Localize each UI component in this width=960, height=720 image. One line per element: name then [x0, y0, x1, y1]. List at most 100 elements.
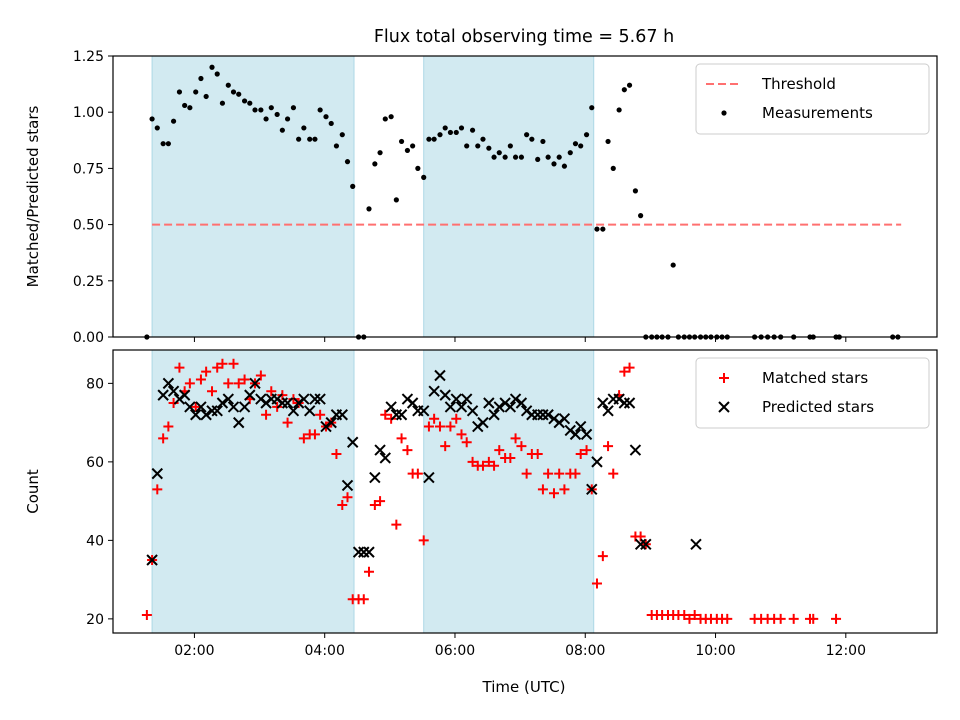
y-tick-label: 1.25 — [73, 49, 104, 65]
data-point — [423, 421, 434, 432]
data-point — [529, 136, 535, 142]
data-point — [281, 397, 294, 409]
data-point — [366, 206, 372, 212]
data-point — [670, 262, 676, 268]
data-point — [600, 226, 606, 232]
legend-box — [695, 63, 930, 135]
data-point — [266, 386, 277, 397]
data-point — [255, 370, 266, 381]
data-point — [831, 613, 842, 624]
data-point — [336, 409, 348, 421]
data-point — [583, 132, 590, 138]
data-point — [493, 401, 505, 413]
data-point — [558, 412, 571, 425]
data-point — [363, 566, 374, 577]
data-point — [455, 401, 468, 413]
data-point — [456, 429, 467, 440]
data-point — [216, 397, 229, 409]
data-point — [638, 213, 644, 219]
data-point — [548, 488, 559, 499]
data-point — [439, 389, 451, 401]
observing-interval-1 — [423, 55, 595, 338]
data-point — [309, 393, 321, 405]
data-point — [382, 116, 388, 122]
y-tick-label: 1.00 — [73, 105, 104, 121]
data-point — [619, 366, 630, 377]
data-point — [228, 358, 239, 369]
data-point — [423, 471, 435, 484]
data-point — [247, 100, 253, 106]
data-point — [358, 546, 370, 558]
y-tick-label: 0.25 — [73, 274, 104, 290]
data-point — [437, 132, 443, 138]
data-point — [385, 401, 397, 413]
data-point — [626, 82, 633, 88]
data-point — [214, 71, 220, 77]
data-point — [684, 613, 695, 624]
data-point — [274, 111, 280, 118]
data-point — [603, 441, 614, 452]
data-point — [451, 413, 462, 424]
legend-label: Threshold — [761, 75, 836, 93]
data-point — [567, 150, 573, 156]
data-point — [162, 377, 175, 390]
data-point — [512, 154, 519, 160]
data-point — [211, 405, 223, 417]
data-point — [201, 366, 212, 377]
data-point — [223, 378, 234, 389]
data-point — [284, 116, 291, 122]
data-point — [195, 374, 206, 385]
data-point — [160, 141, 166, 147]
data-point — [496, 150, 502, 156]
data-point — [488, 409, 500, 421]
data-point — [591, 578, 602, 589]
data-point — [507, 143, 513, 149]
data-point — [418, 405, 430, 417]
data-point — [580, 428, 593, 441]
data-point — [233, 378, 244, 389]
data-point — [559, 484, 570, 495]
data-point — [434, 369, 446, 382]
y-tick-label: 0.50 — [73, 218, 104, 234]
data-point — [537, 484, 548, 495]
data-point — [610, 165, 616, 171]
data-point — [431, 136, 437, 142]
data-point — [489, 460, 500, 471]
data-point — [418, 535, 429, 546]
x-tick-label: 10:00 — [695, 643, 735, 659]
data-point — [608, 468, 619, 479]
data-point — [178, 389, 191, 401]
data-point — [572, 141, 579, 147]
data-point — [252, 107, 258, 113]
data-point — [509, 393, 522, 405]
data-point — [545, 154, 551, 160]
data-point — [543, 468, 554, 479]
data-point — [298, 433, 309, 444]
data-point — [342, 492, 353, 503]
data-point — [440, 441, 451, 452]
data-point — [339, 132, 345, 138]
ratio-panel: 0.00 0.25 0.50 0.75 1.00 1.25 Matched/Predicte… — [24, 49, 938, 346]
data-point — [516, 441, 527, 452]
legend-measurements-swatch — [721, 110, 727, 116]
legend-label: Predicted stars — [762, 398, 874, 416]
x-tick-label: 04:00 — [305, 643, 345, 659]
legend-box — [695, 357, 930, 429]
data-point — [249, 377, 261, 390]
data-point — [244, 389, 256, 401]
data-point — [406, 397, 419, 409]
data-point — [301, 125, 307, 131]
data-point — [502, 154, 508, 160]
data-point — [679, 609, 690, 620]
data-point — [379, 452, 391, 464]
series-predicted-stars — [146, 369, 702, 566]
data-point — [594, 226, 600, 232]
count-panel: 02:00 04:00 06:00 08:00 10:00 12:00 20 40 60 80 Co… — [24, 350, 938, 659]
y-tick-label: 0.00 — [73, 330, 104, 346]
data-point — [524, 132, 530, 138]
data-point — [187, 105, 193, 111]
data-point — [453, 129, 459, 136]
data-point — [480, 136, 486, 142]
data-point — [363, 546, 375, 558]
data-point — [483, 397, 495, 409]
